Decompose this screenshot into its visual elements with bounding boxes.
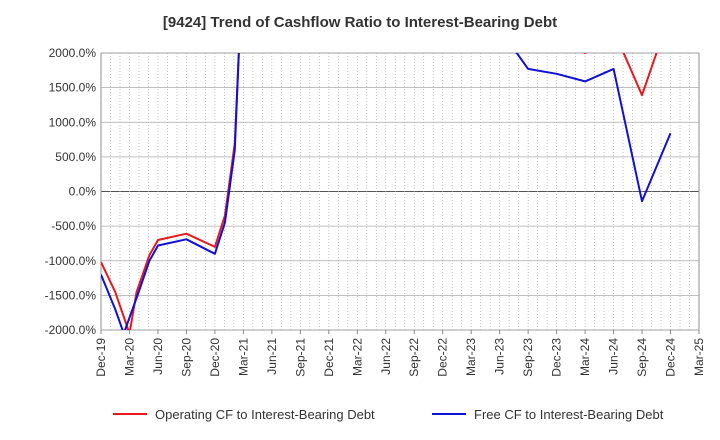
x-tick-label: Dec-22 xyxy=(436,338,450,377)
legend: Operating CF to Interest-Bearing Debt Fre… xyxy=(113,407,664,422)
x-tick-label: Mar-23 xyxy=(464,338,478,376)
x-tick-label: Sep-23 xyxy=(521,338,535,377)
y-tick-label: 0.0% xyxy=(69,185,97,199)
x-tick-label: Sep-22 xyxy=(407,338,421,377)
series-line-1 xyxy=(101,53,672,330)
y-tick-label: -1500.0% xyxy=(45,288,97,302)
y-tick-label: -500.0% xyxy=(51,219,96,233)
x-tick-label: Mar-21 xyxy=(236,338,250,376)
y-tick-label: -2000.0% xyxy=(45,323,97,337)
x-axis: Dec-19 Mar-20 Jun-20 Sep-20 Dec-20 Mar-21 Jun-… xyxy=(94,330,706,377)
x-tick-label: Dec-20 xyxy=(208,338,222,377)
series-lines xyxy=(101,53,672,330)
x-tick-label: Dec-21 xyxy=(322,338,336,377)
x-tick-label: Dec-23 xyxy=(550,338,564,377)
y-tick-label: 500.0% xyxy=(55,150,96,164)
y-axis: 2000.0% 1500.0% 1000.0% 500.0% 0.0% -500.0% -1… xyxy=(45,46,97,337)
x-tick-label: Mar-20 xyxy=(122,338,136,376)
y-tick-label: -1000.0% xyxy=(45,254,97,268)
legend-label: Operating CF to Interest-Bearing Debt xyxy=(155,407,375,422)
x-tick-label: Jun-21 xyxy=(265,338,279,375)
x-tick-label: Jun-20 xyxy=(151,338,165,375)
legend-label: Free CF to Interest-Bearing Debt xyxy=(474,407,664,422)
x-tick-label: Mar-25 xyxy=(692,338,706,376)
chart-title: [9424] Trend of Cashflow Ratio to Intere… xyxy=(162,14,558,31)
x-tick-label: Dec-24 xyxy=(664,338,678,377)
y-tick-label: 1000.0% xyxy=(49,115,97,129)
x-tick-label: Sep-21 xyxy=(293,338,307,377)
x-tick-label: Jun-24 xyxy=(607,338,621,375)
x-tick-label: Sep-24 xyxy=(635,338,649,377)
y-tick-label: 2000.0% xyxy=(49,46,97,60)
x-tick-label: Mar-22 xyxy=(350,338,364,376)
x-tick-label: Jun-22 xyxy=(379,338,393,375)
x-tick-label: Mar-24 xyxy=(578,338,592,376)
y-tick-label: 1500.0% xyxy=(49,81,97,95)
gridlines xyxy=(100,52,700,331)
x-tick-label: Sep-20 xyxy=(179,338,193,377)
x-tick-label: Dec-19 xyxy=(94,338,108,377)
x-tick-label: Jun-23 xyxy=(493,338,507,375)
